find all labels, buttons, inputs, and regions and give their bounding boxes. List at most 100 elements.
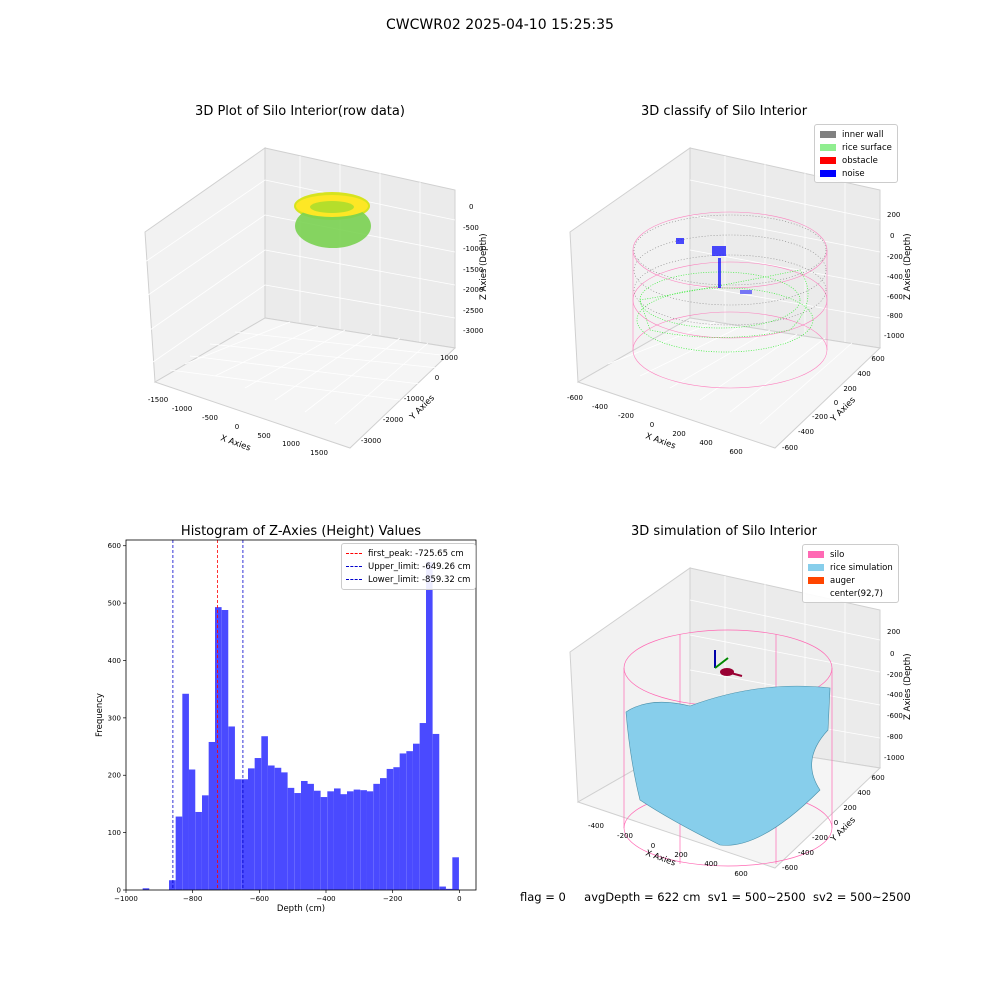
histogram-bar (406, 751, 413, 890)
status-sv2: sv2 = 500~2500 (812, 890, 911, 904)
panel1-floor (153, 317, 457, 449)
histogram-bar (452, 857, 459, 890)
histogram-yticks: 0 100 200 300 400 500 600 (108, 542, 126, 895)
legend-label: noise (842, 168, 865, 179)
histogram-bar (195, 811, 202, 890)
status-avg-depth: avgDepth = 622 cm (584, 890, 701, 904)
histogram-frame (125, 539, 477, 891)
panel1-ztick: 0 (469, 203, 473, 211)
histogram-ytick-label: 100 (108, 829, 121, 837)
histogram-legend: first_peak: -725.65 cm Upper_limit: -649… (341, 543, 476, 590)
histogram-bar (287, 787, 295, 890)
legend-swatch (820, 144, 836, 151)
legend-entry-rice-simulation: rice simulation (808, 561, 893, 574)
histogram-bar (228, 726, 235, 890)
histogram-bar (413, 743, 420, 890)
legend-label: inner wall (842, 129, 884, 140)
legend-label: obstacle (842, 155, 878, 166)
histogram-bar (274, 767, 282, 890)
panel1-tick-labels: -1500 -1000 -500 0 500 1000 1500 1000 0 … (148, 203, 484, 457)
histogram-xtick-label: 0 (457, 895, 461, 903)
legend-entry-first-peak: first_peak: -725.65 cm (346, 547, 471, 560)
legend-line (346, 553, 362, 554)
legend-entry-center: center(92,7) (808, 587, 893, 600)
histogram-xtick-label: −1000 (114, 895, 138, 903)
panel1-zlabel: Z Axies (Depth) (479, 233, 489, 300)
histogram-bar (235, 779, 242, 890)
legend-label: center(92,7) (830, 588, 883, 599)
legend-label: Lower_limit: -859.32 cm (368, 574, 471, 585)
panel1-xtick: 0 (235, 423, 239, 431)
panel1-point-cloud (294, 192, 371, 248)
panel1-ytick: 0 (435, 374, 439, 382)
histogram-xtick-label: −600 (250, 895, 269, 903)
histogram-bars (142, 561, 459, 890)
panel1-ytick: -3000 (361, 437, 381, 445)
histogram-bar (208, 741, 216, 890)
status-sv1: sv1 = 500~2500 (707, 890, 806, 904)
figure-title: CWCWR02 2025-04-10 15:25:35 (386, 17, 614, 33)
histogram-bar (373, 783, 380, 890)
histogram-ytick-label: 500 (108, 600, 121, 608)
panel1-xtick: -1500 (148, 396, 168, 404)
legend-entry-rice-surface: rice surface (820, 141, 892, 154)
panel1-xtick: -500 (202, 414, 218, 422)
legend-swatch (808, 551, 824, 558)
legend-entry-lower-limit: Lower_limit: -859.32 cm (346, 573, 471, 586)
histogram-xtick-label: −200 (383, 895, 402, 903)
panel4-legend: silo rice simulation auger center(92,7) (802, 544, 899, 603)
panel1-ytick: -2000 (383, 416, 403, 424)
panel1-ztick: -500 (463, 224, 479, 232)
legend-swatch (808, 590, 824, 597)
histogram-ytick-label: 200 (108, 772, 121, 780)
histogram-bar (334, 788, 341, 890)
histogram-bar (254, 758, 262, 890)
panel1-ztick: -1500 (463, 266, 483, 274)
panel1-ztick: -1000 (463, 245, 483, 253)
histogram-bar (432, 733, 440, 890)
legend-label: silo (830, 549, 845, 560)
panel1-ztick: -3000 (463, 327, 483, 335)
legend-swatch (808, 564, 824, 571)
panel4-title: 3D simulation of Silo Interior (631, 524, 817, 539)
legend-label: first_peak: -725.65 cm (368, 548, 464, 559)
histogram-bar (340, 794, 347, 890)
histogram-bar (307, 783, 314, 890)
histogram-bar (439, 886, 446, 890)
histogram-xtick-label: −400 (316, 895, 335, 903)
histogram-bar (446, 888, 453, 890)
panel1-title: 3D Plot of Silo Interior(row data) (195, 104, 405, 119)
histogram-bar (294, 793, 301, 890)
histogram-bar (268, 765, 275, 890)
histogram-bar (248, 768, 255, 890)
legend-label: auger (830, 575, 855, 586)
histogram-bar (182, 693, 189, 890)
status-flag: flag = 0 (520, 890, 566, 904)
legend-label: Upper_limit: -649.26 cm (368, 561, 471, 572)
legend-entry-obstacle: obstacle (820, 154, 892, 167)
legend-label: rice simulation (830, 562, 893, 573)
legend-swatch (820, 157, 836, 164)
legend-swatch (808, 577, 824, 584)
status-line: flag = 0 avgDepth = 622 cm sv1 = 500~250… (520, 890, 911, 904)
panel1-xtick: 1500 (310, 449, 328, 457)
histogram-bar (221, 610, 229, 890)
histogram-ytick-label: 0 (117, 887, 121, 895)
legend-entry-upper-limit: Upper_limit: -649.26 cm (346, 560, 471, 573)
histogram-bar (241, 779, 249, 890)
histogram-bar (380, 778, 387, 890)
legend-entry-auger: auger (808, 574, 893, 587)
panel1-xtick: 500 (257, 432, 270, 440)
panel1-ytick: -1000 (404, 395, 424, 403)
histogram-bar (360, 790, 367, 890)
histogram-ytick-label: 400 (108, 657, 121, 665)
histogram-bar (202, 795, 209, 890)
panel1-xtick: 1000 (282, 440, 300, 448)
histogram-ylabel: Frequency (95, 693, 105, 737)
histogram-bar (261, 736, 268, 890)
histogram-bar (314, 790, 321, 890)
legend-swatch (820, 170, 836, 177)
legend-swatch (820, 131, 836, 138)
